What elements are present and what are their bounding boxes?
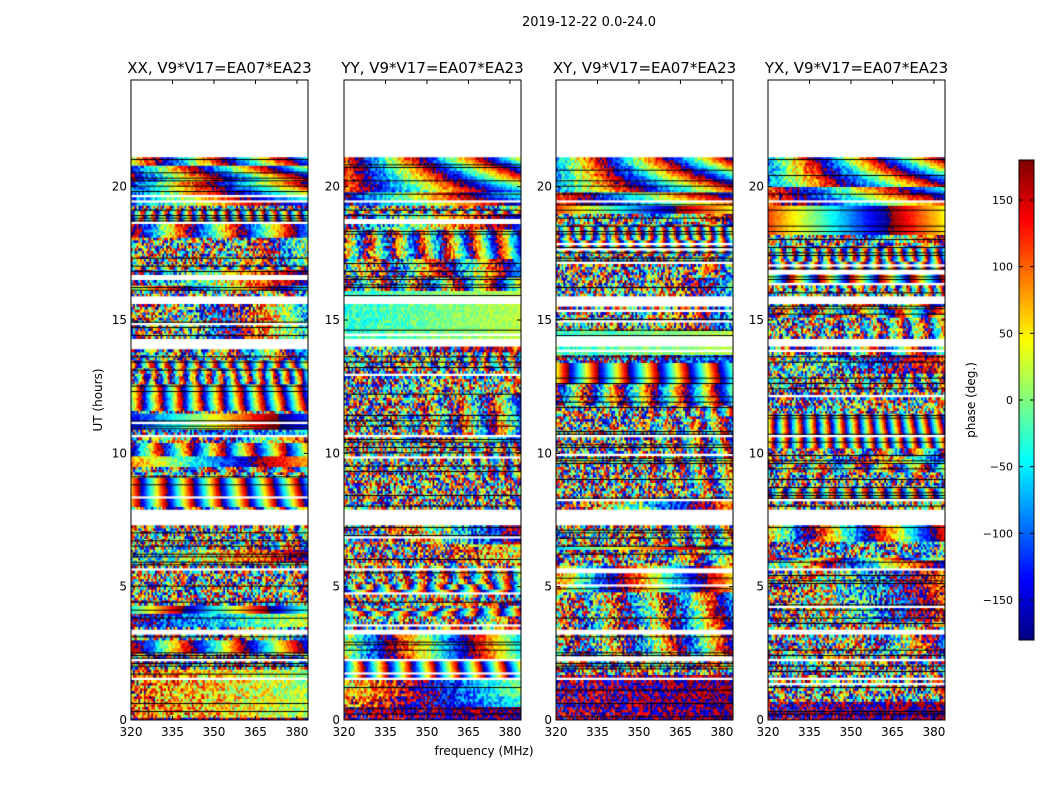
x-tick-label: 365 <box>457 725 480 739</box>
x-tick-label: 365 <box>881 725 904 739</box>
panel-title: YX, V9*V17=EA07*EA23 <box>764 59 948 77</box>
x-tick-label: 335 <box>798 725 821 739</box>
y-tick-label: 15 <box>537 313 552 327</box>
phase-heatmap-xy <box>556 80 733 720</box>
x-axis-label: frequency (MHz) <box>434 744 533 758</box>
phase-heatmap-xx <box>131 80 308 720</box>
y-tick-label: 5 <box>332 580 340 594</box>
x-tick-label: 320 <box>120 725 143 739</box>
x-tick-label: 320 <box>757 725 780 739</box>
x-tick-label: 320 <box>545 725 568 739</box>
y-tick-label: 0 <box>332 713 340 727</box>
x-tick-label: 335 <box>161 725 184 739</box>
colorbar-tick-label: 50 <box>999 327 1013 340</box>
y-tick-label: 20 <box>749 180 764 194</box>
y-tick-label: 10 <box>325 446 340 460</box>
colorbar-label: phase (deg.) <box>964 362 978 438</box>
panel-frame <box>343 79 522 721</box>
panel-title: XY, V9*V17=EA07*EA23 <box>553 59 736 77</box>
y-tick-label: 5 <box>544 580 552 594</box>
x-tick-label: 335 <box>586 725 609 739</box>
colorbar-tick-label: 100 <box>992 261 1013 274</box>
y-tick-label: 15 <box>749 313 764 327</box>
figure-suptitle: 2019-12-22 0.0-24.0 <box>522 15 656 30</box>
phase-heatmap-yx <box>768 80 945 720</box>
x-tick-label: 350 <box>840 725 863 739</box>
panel-title: YY, V9*V17=EA07*EA23 <box>340 59 523 77</box>
y-tick-label: 10 <box>112 446 127 460</box>
y-tick-label: 15 <box>325 313 340 327</box>
y-tick-label: 5 <box>756 580 764 594</box>
y-tick-label: 0 <box>756 713 764 727</box>
x-tick-label: 335 <box>374 725 397 739</box>
y-tick-label: 5 <box>119 580 127 594</box>
panel-title: XX, V9*V17=EA07*EA23 <box>127 59 311 77</box>
x-tick-label: 380 <box>498 725 521 739</box>
y-tick-label: 10 <box>749 446 764 460</box>
x-tick-label: 365 <box>244 725 267 739</box>
phase-heatmap-yy <box>344 80 521 720</box>
colorbar-tick-label: 0 <box>1006 394 1013 407</box>
y-tick-label: 20 <box>112 180 127 194</box>
x-tick-label: 350 <box>628 725 651 739</box>
y-tick-label: 15 <box>112 313 127 327</box>
panel-frame <box>555 79 734 721</box>
y-tick-label: 20 <box>537 180 552 194</box>
x-tick-label: 350 <box>203 725 226 739</box>
y-tick-label: 20 <box>325 180 340 194</box>
colorbar-tick-label: −100 <box>983 527 1013 540</box>
x-tick-label: 320 <box>333 725 356 739</box>
y-tick-label: 0 <box>119 713 127 727</box>
y-tick-label: 0 <box>544 713 552 727</box>
colorbar-tick-label: −150 <box>983 594 1013 607</box>
y-axis-label: UT (hours) <box>91 368 105 431</box>
x-tick-label: 350 <box>416 725 439 739</box>
colorbar-tick-label: −50 <box>990 461 1013 474</box>
x-tick-label: 380 <box>922 725 945 739</box>
x-tick-label: 365 <box>669 725 692 739</box>
colorbar-tick-label: 150 <box>992 194 1013 207</box>
panel-frame <box>130 79 309 721</box>
panel-frame <box>767 79 946 721</box>
x-tick-label: 380 <box>710 725 733 739</box>
y-tick-label: 10 <box>537 446 552 460</box>
colorbar <box>1019 160 1034 640</box>
x-tick-label: 380 <box>285 725 308 739</box>
